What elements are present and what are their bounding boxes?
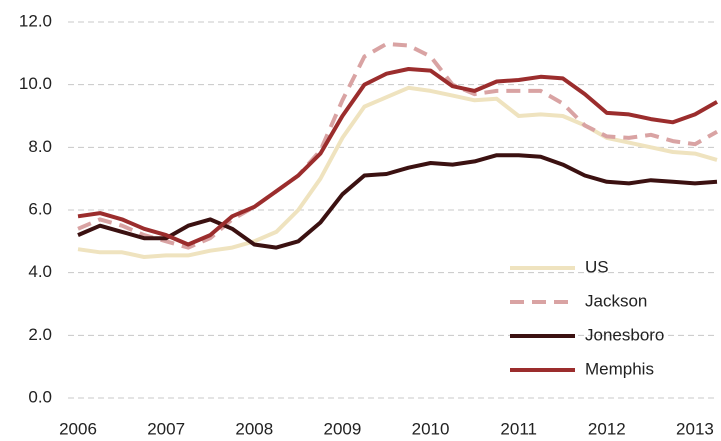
legend-label: US (585, 257, 609, 276)
legend-label: Jackson (585, 291, 647, 310)
line-series (77, 41, 718, 250)
y-tick-label: 0.0 (28, 387, 52, 406)
legend-label: Memphis (585, 359, 654, 378)
y-tick-label: 4.0 (28, 262, 52, 281)
y-tick-label: 12.0 (19, 11, 52, 30)
y-tick-label: 2.0 (28, 325, 52, 344)
x-tick-label: 2008 (235, 419, 273, 438)
x-tick-label: 2013 (676, 419, 714, 438)
legend-label: Jonesboro (585, 325, 664, 344)
x-tick-label: 2006 (59, 419, 97, 438)
y-tick-label: 8.0 (28, 137, 52, 156)
line-series (77, 153, 718, 250)
y-tick-label: 10.0 (19, 74, 52, 93)
x-tick-label: 2009 (323, 419, 361, 438)
x-tick-label: 2012 (588, 419, 626, 438)
line-series (77, 67, 718, 247)
x-tick-label: 2007 (147, 419, 185, 438)
y-tick-label: 6.0 (28, 199, 52, 218)
line-series (77, 85, 718, 259)
x-tick-label: 2011 (500, 419, 537, 438)
x-tick-label: 2010 (412, 419, 450, 438)
